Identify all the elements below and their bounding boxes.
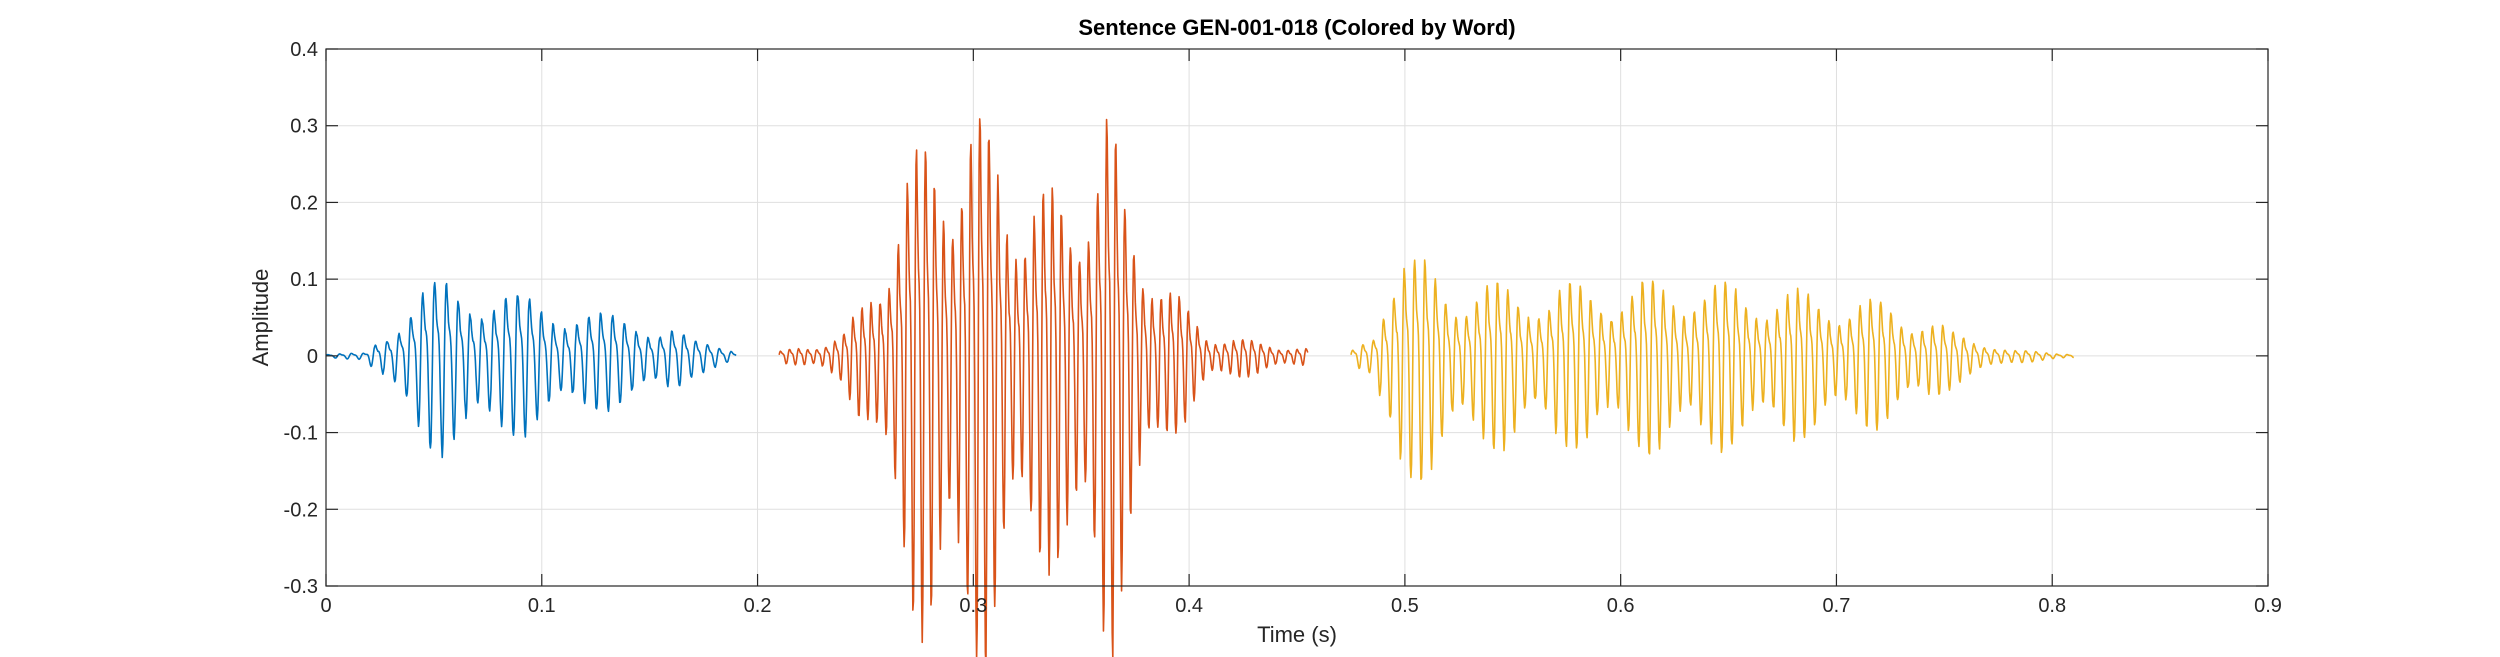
x-tick-label: 0.6 — [1607, 595, 1635, 617]
axes-box — [325, 48, 2269, 587]
y-tick-label: 0 — [307, 346, 318, 368]
y-tick-label: -0.3 — [284, 576, 318, 598]
x-tick-label: 0.9 — [2254, 595, 2282, 617]
y-ticks: -0.3 -0.2 -0.1 0 0.1 0.2 0.3 0.4 — [284, 39, 2268, 598]
y-tick-label: 0.2 — [290, 192, 318, 214]
y-tick-label: -0.2 — [284, 499, 318, 521]
y-tick-label: 0.4 — [290, 39, 318, 61]
x-tick-label: 0 — [320, 595, 331, 617]
y-tick-label: 0.3 — [290, 116, 318, 138]
x-tick-label: 0.1 — [528, 595, 556, 617]
series-line-2 — [778, 118, 1309, 657]
x-tick-label: 0.4 — [1175, 595, 1203, 617]
y-axis-title: Amplitude — [248, 269, 273, 367]
grid — [325, 48, 2269, 587]
x-tick-label: 0.8 — [2038, 595, 2066, 617]
x-ticks: 0 0.1 0.2 0.3 0.4 0.5 0.6 0.7 0.8 0.9 — [320, 49, 2282, 617]
x-axis-title: Time (s) — [1257, 622, 1337, 647]
x-tick-label: 0.3 — [959, 595, 987, 617]
x-tick-label: 0.5 — [1391, 595, 1419, 617]
y-tick-label: 0.1 — [290, 269, 318, 291]
x-tick-label: 0.2 — [744, 595, 772, 617]
series-layer — [325, 118, 2074, 657]
axes — [325, 48, 2269, 587]
x-tick-label: 0.7 — [1823, 595, 1851, 617]
series-line-3 — [1350, 259, 2074, 481]
y-tick-label: -0.1 — [284, 423, 318, 445]
series-line-1 — [325, 281, 737, 459]
chart-title: Sentence GEN-001-018 (Colored by Word) — [1078, 15, 1515, 40]
